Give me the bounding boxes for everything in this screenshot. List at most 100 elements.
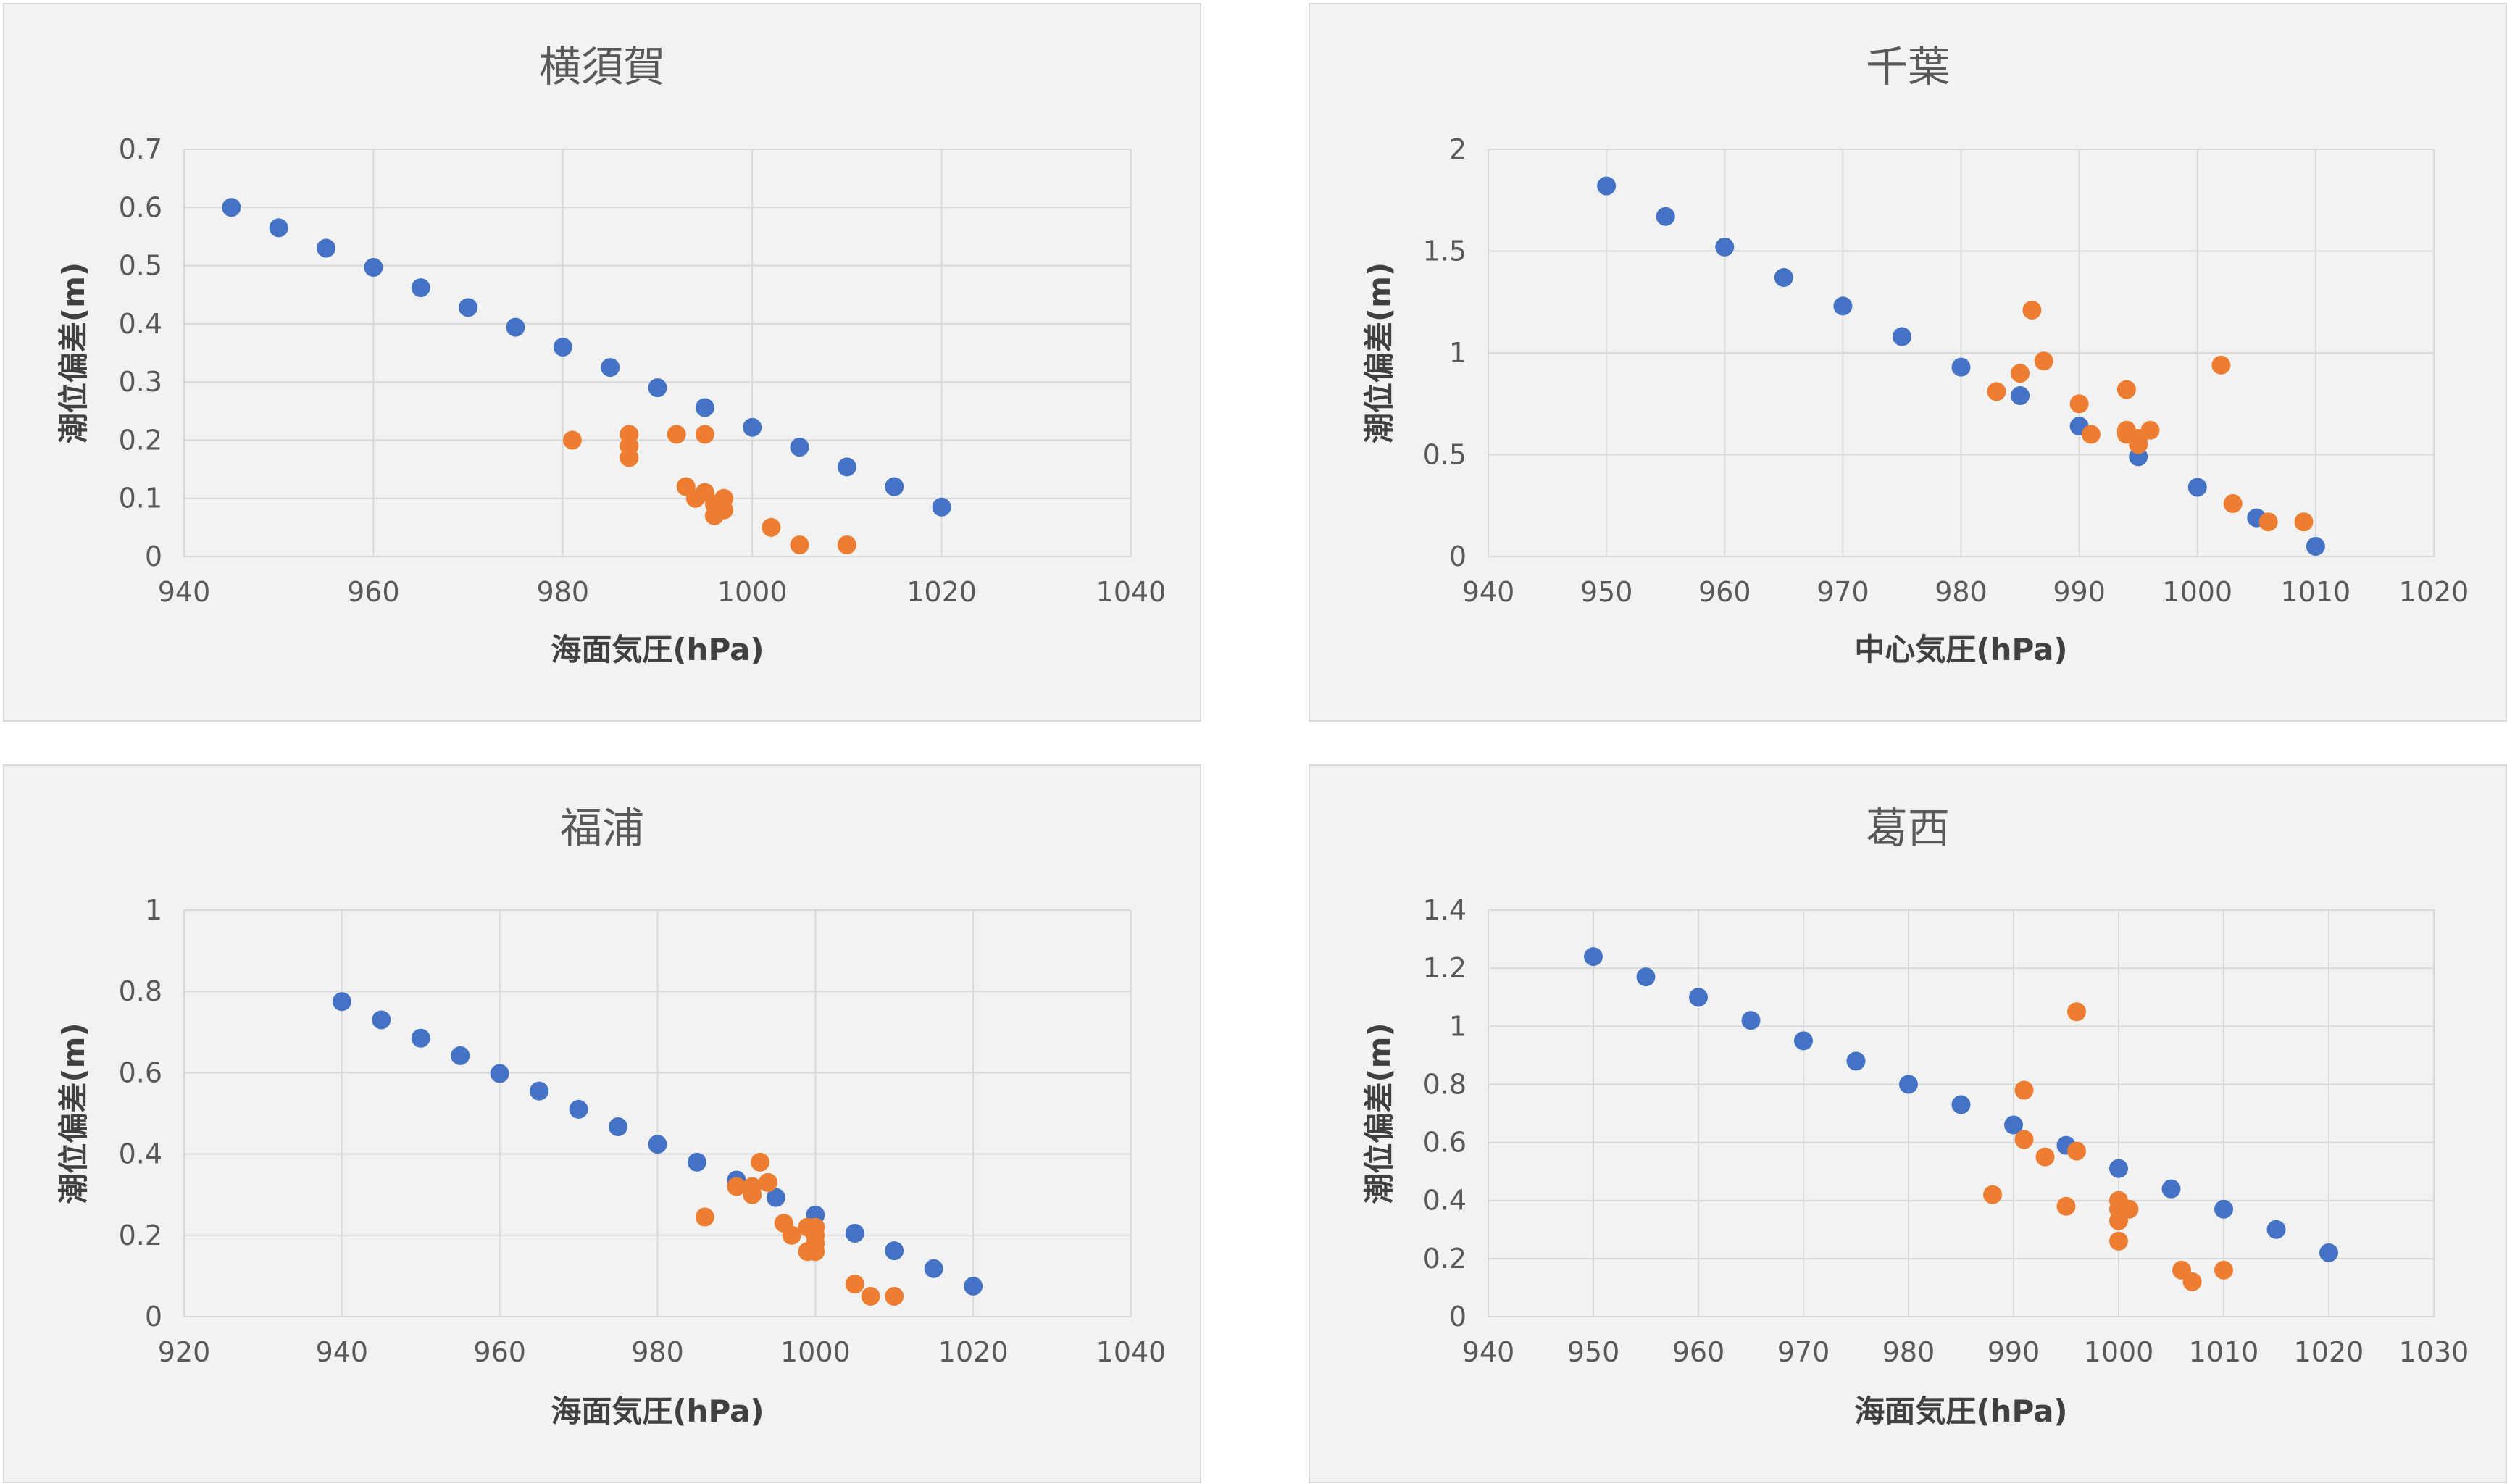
data-point-series-1 [269, 218, 288, 238]
x-tick-label: 980 [631, 1336, 684, 1368]
data-point-series-2 [885, 1286, 904, 1306]
data-point-series-1 [530, 1081, 549, 1101]
data-point-series-1 [766, 1188, 785, 1207]
data-point-series-1 [648, 1135, 667, 1154]
data-point-series-2 [2056, 1196, 2076, 1216]
data-point-series-2 [2140, 420, 2160, 440]
data-point-series-2 [762, 517, 781, 537]
data-point-series-2 [714, 500, 733, 520]
data-point-series-2 [782, 1225, 801, 1245]
data-point-series-2 [2014, 1130, 2034, 1149]
y-tick-label: 0.1 [119, 483, 162, 514]
data-point-series-1 [2214, 1199, 2233, 1219]
x-tick-label: 1010 [2189, 1336, 2259, 1368]
x-tick-label: 1020 [2294, 1336, 2364, 1368]
data-point-series-2 [845, 1275, 864, 1294]
x-tick-label: 920 [158, 1336, 211, 1368]
data-point-series-2 [2034, 351, 2053, 371]
chart-title: 葛西 [1866, 804, 1950, 853]
x-tick-label: 1020 [906, 576, 977, 608]
data-point-series-2 [837, 535, 856, 554]
x-tick-label: 970 [1816, 576, 1869, 608]
data-point-series-1 [332, 992, 351, 1012]
y-axis-label: 潮位偏差(m) [1361, 262, 1397, 443]
x-tick-label: 940 [1462, 1336, 1515, 1368]
data-point-series-1 [317, 238, 336, 258]
y-tick-label: 0.7 [119, 133, 162, 165]
data-point-series-1 [1833, 296, 1853, 316]
x-tick-label: 950 [1580, 576, 1633, 608]
data-point-series-1 [885, 477, 904, 496]
x-axis-label: 中心気圧(hPa) [1854, 632, 2067, 667]
x-tick-label: 970 [1777, 1336, 1830, 1368]
data-point-series-1 [837, 457, 856, 477]
data-point-series-2 [2294, 512, 2314, 532]
y-tick-label: 0 [145, 541, 162, 572]
y-tick-label: 0.3 [119, 366, 162, 398]
data-point-series-2 [790, 535, 809, 554]
x-axis-label: 海面気圧(hPa) [1854, 1393, 2067, 1429]
data-point-series-1 [609, 1117, 628, 1137]
data-point-series-1 [964, 1276, 983, 1296]
data-point-series-1 [2161, 1179, 2181, 1199]
y-tick-label: 0.2 [119, 424, 162, 456]
data-point-series-1 [648, 378, 667, 398]
data-point-series-1 [411, 278, 430, 298]
x-tick-label: 990 [2053, 576, 2106, 608]
data-point-series-1 [2319, 1243, 2338, 1262]
x-tick-label: 1030 [2399, 1336, 2469, 1368]
data-point-series-2 [2223, 493, 2243, 513]
data-point-series-2 [2022, 300, 2042, 320]
x-tick-label: 960 [473, 1336, 526, 1368]
y-tick-label: 0 [145, 1301, 162, 1333]
chart-title: 横須賀 [539, 42, 665, 91]
data-point-series-1 [1597, 176, 1617, 196]
x-tick-label: 1040 [1096, 576, 1167, 608]
scatter-plot-svg: 940 960 980 1000 1020 1040 0 0.1 0.2 0.3 0.4 0.5 0.6… [56, 42, 1167, 667]
data-point-series-2 [1983, 1185, 2002, 1204]
x-tick-label: 960 [1698, 576, 1751, 608]
data-point-series-1 [569, 1099, 588, 1119]
data-point-series-2 [2011, 364, 2030, 383]
data-point-series-2 [758, 1172, 777, 1192]
y-tick-label: 0.8 [1423, 1068, 1467, 1100]
scatter-plot-svg: 920 940 960 980 1000 1020 1040 0 0.2 0.4 0.6 0.8 1 福浦… [56, 804, 1166, 1429]
x-tick-label: 950 [1567, 1336, 1620, 1368]
y-axis-label: 潮位偏差(m) [1361, 1022, 1397, 1204]
data-point-series-1 [924, 1259, 943, 1278]
data-point-series-2 [2116, 380, 2136, 399]
x-tick-label: 1000 [2084, 1336, 2154, 1368]
data-point-series-1 [601, 358, 620, 378]
data-point-series-2 [727, 1177, 746, 1196]
data-point-series-2 [751, 1152, 770, 1172]
data-point-series-1 [1656, 207, 1675, 226]
data-point-series-2 [2258, 512, 2278, 532]
data-point-series-1 [2011, 386, 2030, 406]
y-tick-label: 1.4 [1423, 894, 1467, 926]
data-point-series-1 [695, 398, 714, 417]
chart-title: 福浦 [560, 804, 644, 853]
data-point-series-2 [2119, 1199, 2139, 1219]
data-point-series-1 [506, 317, 525, 337]
x-tick-label: 960 [1672, 1336, 1725, 1368]
x-tick-label: 1020 [938, 1336, 1009, 1368]
data-point-series-2 [667, 425, 686, 444]
data-point-series-1 [687, 1152, 706, 1172]
y-tick-label: 0.8 [119, 975, 162, 1007]
data-point-series-1 [790, 438, 809, 457]
x-tick-label: 980 [537, 576, 590, 608]
data-point-series-1 [1951, 357, 1971, 377]
data-point-series-2 [695, 425, 714, 444]
y-tick-label: 0.5 [119, 250, 162, 282]
data-point-series-2 [2081, 425, 2101, 444]
data-point-series-2 [2035, 1147, 2055, 1167]
data-point-series-1 [1689, 988, 1708, 1007]
data-point-series-2 [695, 1207, 714, 1227]
data-point-series-2 [2067, 1141, 2086, 1161]
x-tick-label: 990 [1987, 1336, 2040, 1368]
chart-panel-chiba: 940 950 960 970 980 990 1000 1010 1020 0 0.5 1 1.5 2 千… [1309, 3, 2507, 722]
data-point-series-2 [2014, 1080, 2034, 1100]
data-point-series-1 [845, 1223, 864, 1243]
plot-area [184, 149, 1131, 556]
data-point-series-2 [2182, 1272, 2202, 1291]
